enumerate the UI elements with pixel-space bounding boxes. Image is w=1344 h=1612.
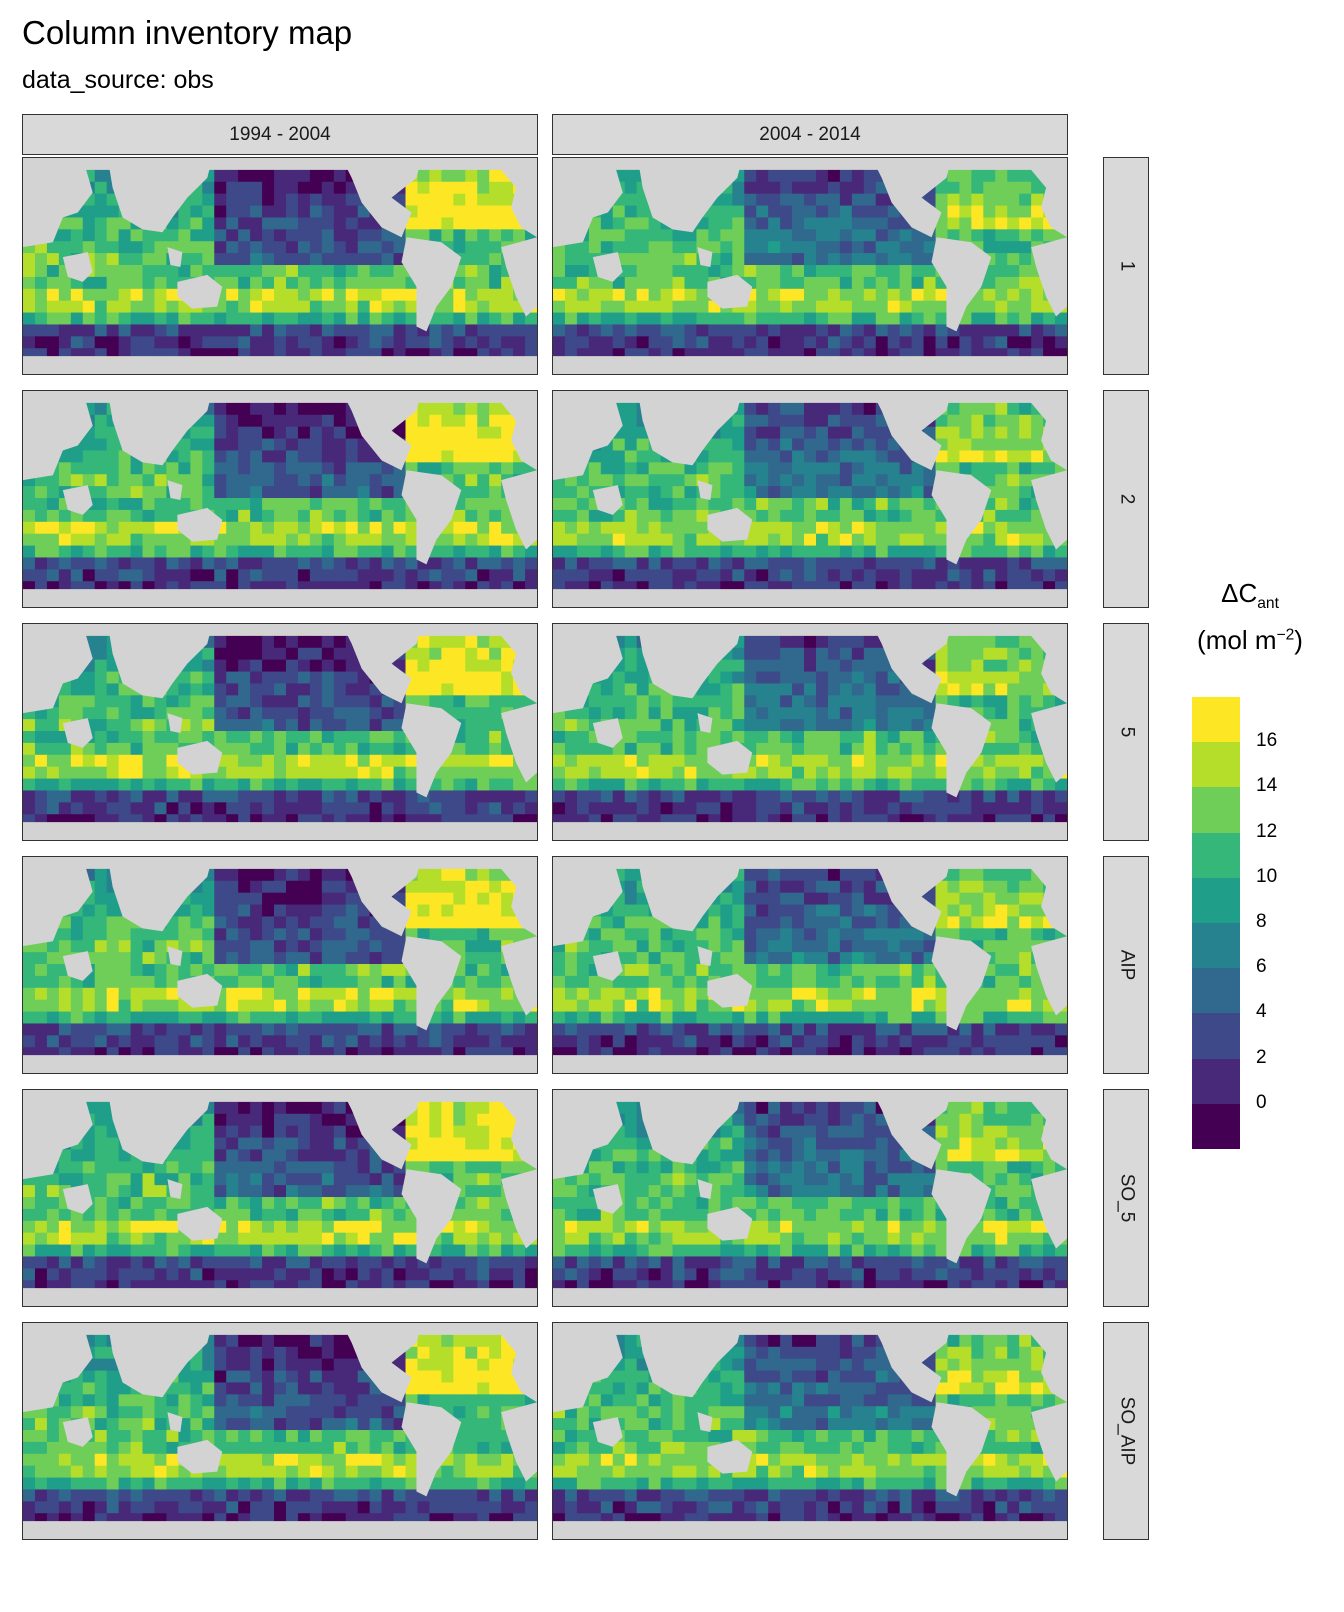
legend-color-step	[1192, 1058, 1240, 1105]
legend-color-step	[1192, 832, 1240, 879]
chart-subtitle: data_source: obs	[22, 66, 214, 94]
facet-column-label: 1994 - 2004	[229, 123, 331, 145]
legend-tick-label: 16	[1256, 730, 1278, 752]
facet-row-strip-AIP: AIP	[1103, 856, 1149, 1074]
map-panel-1-1	[22, 157, 538, 375]
map-panel-2-1	[22, 390, 538, 608]
facet-column-strip-1: 1994 - 2004	[22, 114, 538, 155]
facet-column-strip-2: 2004 - 2014	[552, 114, 1068, 155]
map-panel-SO_5-2	[552, 1089, 1068, 1307]
facet-row-strip-SO_5: SO_5	[1103, 1089, 1149, 1307]
legend-color-step	[1192, 742, 1240, 788]
facet-row-strip-1: 1	[1103, 157, 1149, 375]
facet-row-label: 1	[1115, 260, 1137, 272]
legend-tick-label: 0	[1256, 1091, 1267, 1113]
facet-row-label: 2	[1115, 493, 1137, 505]
map-panel-1-2	[552, 157, 1068, 375]
legend-unit: (mol m−2)	[1197, 625, 1303, 655]
legend-tick-label: 10	[1256, 865, 1278, 887]
legend-tick-label: 8	[1256, 911, 1267, 932]
legend-color-step	[1192, 697, 1240, 743]
legend-color-step	[1192, 787, 1240, 834]
facet-row-strip-5: 5	[1103, 623, 1149, 841]
legend-colorbar	[1192, 697, 1240, 1150]
facet-row-strip-SO_AIP: SO_AIP	[1103, 1322, 1149, 1540]
facet-row-label: 5	[1115, 726, 1137, 738]
map-panel-AIP-1	[22, 856, 538, 1074]
facet-row-label: AIP	[1116, 949, 1137, 981]
map-panel-SO_AIP-1	[22, 1322, 538, 1540]
map-panel-5-1	[22, 623, 538, 841]
legend-tick-label: 14	[1256, 775, 1278, 797]
legend-color-step	[1192, 923, 1240, 969]
facet-row-label: SO_AIP	[1116, 1396, 1137, 1466]
chart-title: Column inventory map	[22, 14, 353, 51]
legend-color-step	[1192, 1103, 1240, 1150]
map-panel-2-2	[552, 390, 1068, 608]
legend-tick-label: 12	[1256, 820, 1278, 842]
facet-column-label: 2004 - 2014	[759, 123, 861, 145]
facet-row-strip-2: 2	[1103, 390, 1149, 608]
facet-row-label: SO_5	[1116, 1173, 1137, 1223]
map-panel-SO_5-1	[22, 1089, 538, 1307]
map-panel-5-2	[552, 623, 1068, 841]
legend-tick-label: 6	[1256, 956, 1267, 978]
legend-color-step	[1192, 1013, 1240, 1060]
legend-title: ΔCant	[1221, 578, 1279, 613]
legend-tick-label: 2	[1256, 1046, 1267, 1068]
map-panel-AIP-2	[552, 856, 1068, 1074]
map-panel-SO_AIP-2	[552, 1322, 1068, 1540]
legend-color-step	[1192, 877, 1240, 924]
legend-tick-label: 4	[1256, 1001, 1267, 1023]
legend-color-step	[1192, 968, 1240, 1014]
